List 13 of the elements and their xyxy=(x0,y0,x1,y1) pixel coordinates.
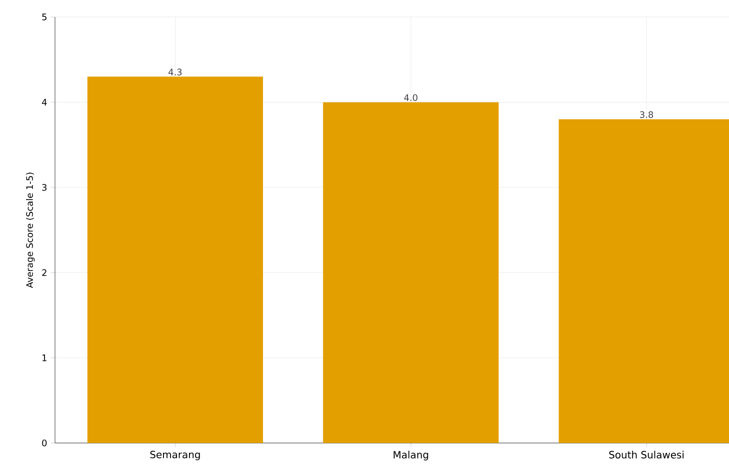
x-tick-label: South Sulawesi xyxy=(609,450,684,458)
y-tick-label: 2 xyxy=(42,269,46,276)
data-label: 4.0 xyxy=(404,94,418,101)
y-tick-label: 4 xyxy=(42,98,47,106)
y-tick-label: 3 xyxy=(42,184,47,191)
y-tick-label: 1 xyxy=(42,354,46,362)
data-label: 3.8 xyxy=(640,111,654,118)
y-axis-title: Average Score (Scale 1-5) xyxy=(26,172,35,288)
x-tick-label: Semarang xyxy=(150,450,200,460)
data-label: 4.3 xyxy=(168,68,182,76)
x-tick-label: Malang xyxy=(394,450,428,460)
y-tick-label: 5 xyxy=(42,14,46,20)
y-tick-label: 0 xyxy=(42,440,47,446)
